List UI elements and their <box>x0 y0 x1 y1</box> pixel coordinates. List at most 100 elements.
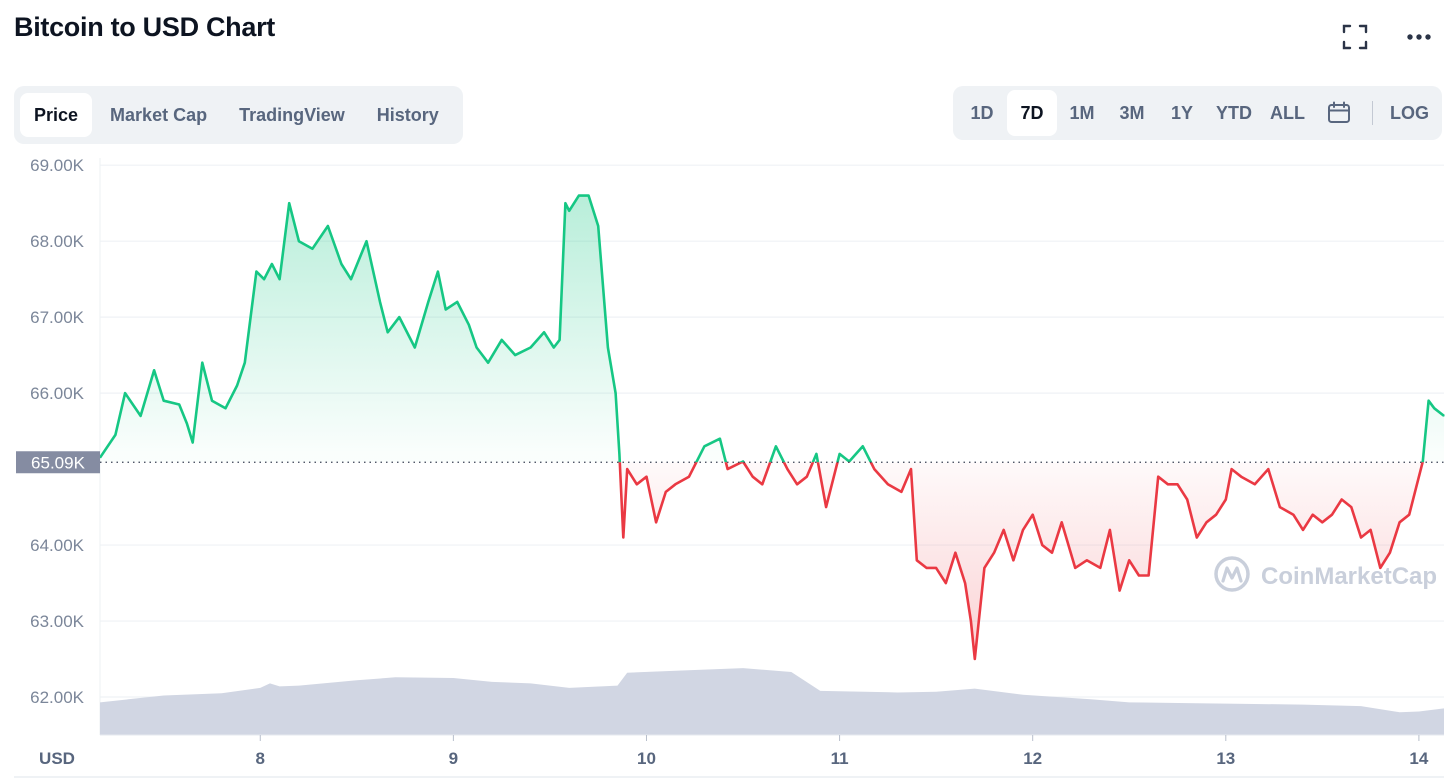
price-point <box>655 521 657 523</box>
header-actions <box>1340 22 1434 52</box>
price-point <box>1205 521 1208 523</box>
price-point <box>543 331 545 333</box>
price-point <box>1147 574 1150 577</box>
y-tick-label: 67.00K <box>30 308 85 327</box>
x-tick-label: 12 <box>1023 749 1042 768</box>
calendar-icon[interactable] <box>1314 90 1364 136</box>
price-point <box>255 270 258 273</box>
range-1d[interactable]: 1D <box>970 102 994 123</box>
price-point <box>806 476 808 478</box>
price-point <box>398 316 400 318</box>
range-all[interactable]: ALL <box>1270 102 1305 123</box>
price-point <box>1003 529 1005 531</box>
x-tick-label: 11 <box>831 749 849 768</box>
price-point <box>983 567 986 569</box>
price-point <box>1157 476 1159 478</box>
baseline-label-bg <box>16 451 100 474</box>
price-point <box>674 483 677 485</box>
price-point <box>163 400 165 402</box>
price-point <box>445 308 447 311</box>
price-point <box>993 552 995 554</box>
price-point <box>1254 483 1256 485</box>
price-point <box>414 346 416 349</box>
y-tick-label: 68.00K <box>30 232 85 251</box>
price-point <box>1196 536 1198 539</box>
y-tick-label: 63.00K <box>30 612 85 631</box>
price-point <box>945 582 947 584</box>
watermark: CoinMarketCap <box>1214 556 1437 592</box>
price-point <box>278 278 281 280</box>
price-point <box>1360 536 1362 539</box>
y-tick-label: 69.00K <box>30 156 85 175</box>
tab-market-cap[interactable]: Market Cap <box>110 104 208 125</box>
price-point <box>124 392 126 394</box>
chart-type-tabs: Price Market Cap TradingView History <box>14 86 463 144</box>
price-point <box>139 415 142 417</box>
price-point <box>1279 506 1281 508</box>
price-point <box>1086 559 1088 561</box>
price-point <box>244 362 246 364</box>
price-point <box>1118 590 1121 592</box>
price-point <box>1433 407 1435 409</box>
y-tick-label: 62.00K <box>30 688 85 707</box>
price-point <box>1370 529 1372 531</box>
price-point <box>900 491 902 493</box>
volume-shape <box>100 668 1444 735</box>
x-tick-label: 13 <box>1216 749 1235 768</box>
price-point <box>597 225 599 227</box>
price-point <box>288 202 290 204</box>
tab-history[interactable]: History <box>376 104 439 125</box>
price-line <box>98 194 1445 661</box>
price-point <box>1230 468 1233 470</box>
price-point <box>211 400 213 402</box>
axes: 65.09K 69.00K 68.00K 67.00K 66.00K 64.00K 63.0… <box>14 156 1444 778</box>
price-point <box>587 194 590 197</box>
price-point <box>1350 506 1352 508</box>
log-scale-toggle[interactable]: LOG <box>1390 102 1429 123</box>
volume-area <box>100 668 1444 735</box>
page-title: Bitcoin to USD Chart <box>14 12 275 42</box>
price-point <box>887 483 889 485</box>
range-1y[interactable]: 1Y <box>1170 102 1194 123</box>
currency-unit-label: USD <box>39 749 75 768</box>
range-7d[interactable]: 7D <box>1007 90 1057 136</box>
price-point <box>192 441 194 444</box>
price-point <box>437 270 439 273</box>
price-point <box>1240 476 1242 478</box>
fullscreen-icon[interactable] <box>1340 22 1370 52</box>
price-point <box>427 301 429 303</box>
price-point <box>1099 567 1101 569</box>
price-point <box>1398 521 1401 523</box>
price-point <box>954 552 957 554</box>
price-point <box>1302 529 1304 531</box>
price-point <box>350 278 352 280</box>
range-3m[interactable]: 3M <box>1119 102 1145 123</box>
price-point <box>1292 514 1294 516</box>
more-icon[interactable] <box>1404 22 1434 52</box>
area-above-baseline <box>100 195 1444 463</box>
price-point <box>1379 567 1381 569</box>
range-ytd[interactable]: YTD <box>1216 102 1252 123</box>
price-point <box>796 483 798 485</box>
x-tick-label: 9 <box>449 749 458 768</box>
price-point <box>514 354 516 356</box>
price-point <box>607 346 609 349</box>
price-point <box>1225 498 1227 501</box>
price-point <box>1041 544 1043 546</box>
price-point <box>236 384 238 387</box>
range-1m[interactable]: 1M <box>1069 102 1095 123</box>
price-point <box>1331 514 1333 516</box>
price-point <box>1138 574 1140 577</box>
tab-tradingview[interactable]: TradingView <box>239 104 345 125</box>
price-point <box>1321 521 1323 523</box>
price-point <box>1443 415 1445 417</box>
price-point <box>201 362 203 364</box>
price-point <box>815 453 818 455</box>
price-point <box>873 468 875 470</box>
price-point <box>838 453 841 455</box>
tab-price[interactable]: Price <box>20 93 93 137</box>
price-point <box>468 324 470 326</box>
time-range-selector: 1D 7D 1M 3M 1Y YTD ALL LOG <box>953 86 1442 140</box>
price-point <box>568 210 570 212</box>
x-tick-label: 8 <box>256 749 265 768</box>
